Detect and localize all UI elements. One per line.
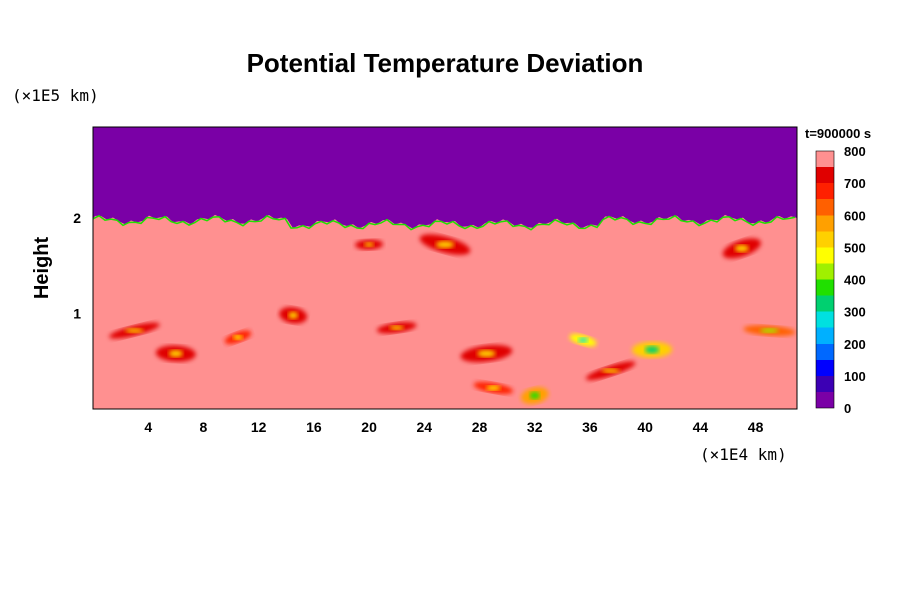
- field-feature-core: [645, 346, 660, 354]
- x-tick-label: 4: [144, 419, 152, 435]
- upper-layer: [93, 127, 797, 229]
- x-tick-label: 44: [693, 419, 709, 435]
- colorbar-ticks: 0 100 200 300 400 500 600 700 800: [844, 144, 866, 416]
- y-tick-label: 1: [73, 305, 81, 321]
- x-tick-label: 36: [582, 419, 598, 435]
- x-tick-label: 8: [200, 419, 208, 435]
- colorbar-tick-label: 0: [844, 401, 851, 416]
- time-label: t=900000 s: [805, 126, 871, 141]
- y-axis-unit: (×1E5 km): [12, 86, 99, 105]
- x-tick-label: 20: [361, 419, 377, 435]
- field-feature-core: [601, 368, 620, 374]
- x-tick-label: 48: [748, 419, 764, 435]
- field-feature-core: [364, 242, 374, 247]
- y-tick-label: 2: [73, 210, 81, 226]
- x-axis-unit: (×1E4 km): [700, 445, 787, 464]
- colorbar: [815, 150, 835, 409]
- x-tick-label: 40: [637, 419, 653, 435]
- field-feature-core: [288, 311, 299, 319]
- colorbar-tick-label: 500: [844, 240, 866, 255]
- field-feature-core: [233, 335, 243, 340]
- colorbar-tick-label: 300: [844, 305, 866, 320]
- x-tick-label: 24: [417, 419, 433, 435]
- colorbar-tick-label: 400: [844, 273, 866, 288]
- field-feature-core: [760, 328, 779, 333]
- colorbar-tick-label: 800: [844, 144, 866, 159]
- field-feature-core: [486, 385, 501, 391]
- plot-frame: [92, 126, 798, 410]
- x-tick-label: 32: [527, 419, 543, 435]
- field-feature-core: [125, 328, 144, 333]
- field-feature-core: [578, 337, 588, 343]
- heatmap-field: [93, 127, 797, 409]
- x-tick-label: 12: [251, 419, 267, 435]
- field-feature-core: [529, 392, 540, 400]
- colorbar-tick-label: 700: [844, 176, 866, 191]
- x-tick-label: 16: [306, 419, 322, 435]
- colorbar-tick-label: 600: [844, 208, 866, 223]
- field-feature-core: [477, 349, 496, 358]
- x-tick-label: 28: [472, 419, 488, 435]
- field-feature-core: [734, 244, 749, 253]
- field-feature-core: [389, 325, 404, 330]
- colorbar-tick-label: 100: [844, 369, 866, 384]
- y-ticks: 12: [73, 210, 81, 322]
- chart-title: Potential Temperature Deviation: [247, 48, 644, 78]
- field-feature-core: [168, 349, 183, 358]
- interface-line: [93, 214, 796, 231]
- colorbar-tick-label: 200: [844, 337, 866, 352]
- y-axis-label: Height: [31, 237, 53, 300]
- x-ticks: 4 8 12 16 20 24 28 32 36 40 44 48: [144, 419, 763, 435]
- field-feature-core: [435, 240, 455, 249]
